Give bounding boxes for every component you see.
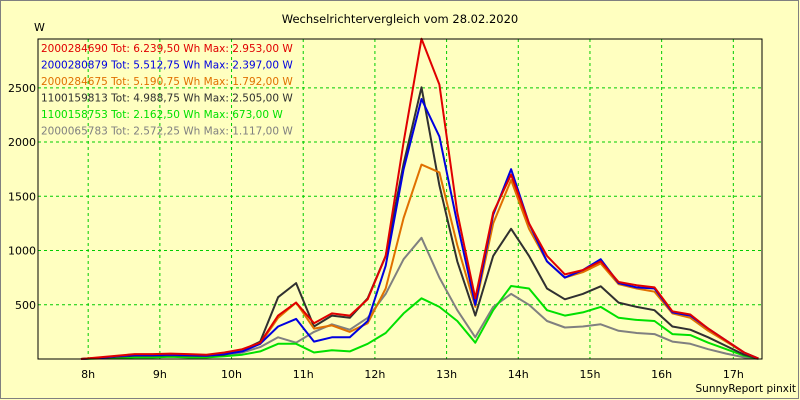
x-tick-label: 11h [293,368,314,381]
legend-entry-2000280879: 2000280879 Tot: 5.512,75 Wh Max: 2.397,0… [41,60,293,72]
x-tick-label: 12h [364,368,385,381]
series-line-2000065783 [80,236,759,360]
chart-title: Wechselrichtervergleich vom 28.02.2020 [282,12,518,26]
legend: 2000284690 Tot: 6.239,50 Wh Max: 2.953,0… [41,43,293,138]
y-axis-unit-label: W [34,21,45,34]
y-tick-label: 1500 [8,190,36,203]
grid-layer [38,39,762,359]
y-tick-label: 1000 [8,245,36,258]
legend-id: 1100159813 [41,93,111,105]
legend-id: 2000284690 [41,43,111,55]
y-tick-label: 500 [15,299,36,312]
legend-id: 1100158753 [41,109,111,121]
legend-summary: Tot: 2.572,25 Wh Max: 1.117,00 W [110,126,293,138]
x-tick-label: 15h [579,368,600,381]
legend-id: 2000280879 [41,60,111,72]
legend-entry-2000284675: 2000284675 Tot: 5.190,75 Wh Max: 1.792,0… [41,76,293,88]
series-line-2000280879 [80,98,759,360]
chart-credit: SunnyReport pinxit [696,383,796,395]
y-tick-label: 2500 [8,82,36,95]
legend-id: 2000284675 [41,76,111,88]
x-tick-label: 9h [153,368,167,381]
legend-entry-1100159813: 1100159813 Tot: 4.988,75 Wh Max: 2.505,0… [41,93,293,105]
x-tick-label: 16h [651,368,672,381]
legend-summary: Tot: 5.190,75 Wh Max: 1.792,00 W [110,76,293,88]
series-line-2000284675 [80,163,759,360]
x-tick-label: 10h [221,368,242,381]
tick-layer: 8h 9h 10h 11h 12h 13h 14h 15h 16h 17h 500 1000 1500 2… [8,82,744,381]
x-tick-label: 8h [81,368,95,381]
legend-summary: Tot: 6.239,50 Wh Max: 2.953,00 W [110,43,293,55]
x-tick-label: 14h [508,368,529,381]
x-tick-label: 13h [436,368,457,381]
plot-border [37,38,763,360]
legend-entry-2000065783: 2000065783 Tot: 2.572,25 Wh Max: 1.117,0… [41,126,293,138]
x-tick-label: 17h [723,368,744,381]
legend-summary: Tot: 5.512,75 Wh Max: 2.397,00 W [110,60,293,72]
legend-summary: Tot: 2.162,50 Wh Max: 673,00 W [110,109,283,121]
series-line-1100158753 [80,285,759,360]
legend-summary: Tot: 4.988,75 Wh Max: 2.505,00 W [110,93,293,105]
y-tick-label: 2000 [8,136,36,149]
legend-entry-1100158753: 1100158753 Tot: 2.162,50 Wh Max: 673,00 … [41,109,283,121]
legend-entry-2000284690: 2000284690 Tot: 6.239,50 Wh Max: 2.953,0… [41,43,293,55]
legend-id: 2000065783 [41,126,111,138]
